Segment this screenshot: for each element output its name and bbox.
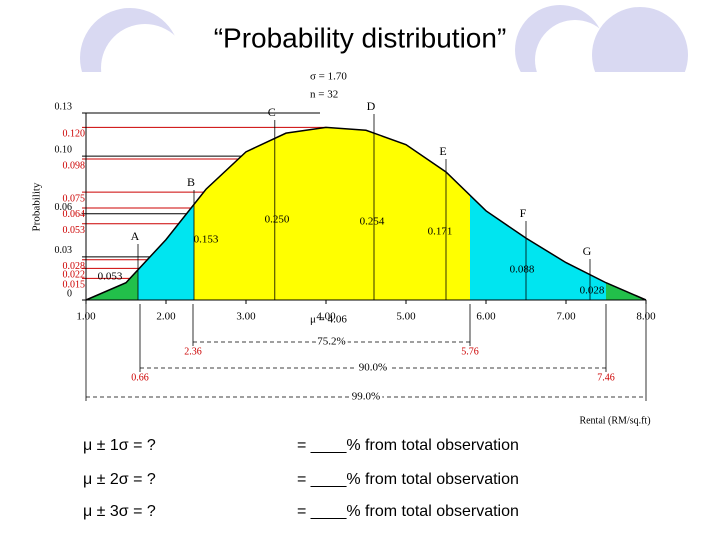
range-from: 0.66 (131, 372, 149, 383)
region-label: 0.171 (428, 226, 453, 238)
y-tick-label: 0.098 (63, 160, 86, 171)
y-tick-label: 0 (67, 288, 72, 299)
region-label: 0.250 (265, 214, 290, 226)
region-label: 0.254 (360, 216, 385, 228)
x-tick-label: 2.00 (156, 311, 176, 323)
x-axis-label: Rental (RM/sq.ft) (579, 415, 650, 426)
x-tick-label: 5.00 (396, 311, 416, 323)
answer: = ____% from total observation (297, 471, 519, 488)
region-label: 0.088 (510, 264, 535, 276)
sigma-label: σ = 1.70 (310, 71, 347, 83)
x-tick-label: 3.00 (236, 311, 256, 323)
region (470, 195, 606, 300)
region (194, 127, 470, 301)
y-tick-label: 0.015 (63, 280, 86, 291)
region-label: 0.153 (194, 234, 219, 246)
y-axis-label: Probability (31, 182, 43, 231)
questions: μ ± 1σ = ? = ____% from total observatio… (83, 437, 519, 520)
range-to: 7.46 (597, 372, 615, 383)
curve (85, 126, 647, 301)
region-label: 0.053 (98, 271, 123, 283)
point-label: E (439, 144, 446, 158)
x-tick-label: 7.00 (556, 311, 576, 323)
region (138, 204, 194, 300)
y-tick-label: 0.064 (63, 209, 86, 220)
y-tick-label: 0.06 (55, 202, 73, 213)
y-tick-label: 0.13 (55, 101, 73, 112)
y-tick-label: 0.053 (63, 225, 86, 236)
plot: 0.13 0.10 0.06 0.03 0 0.120 0.098 0.075 0.064 0.0… (55, 99, 657, 405)
point-label: G (583, 244, 592, 258)
range-from: 2.36 (184, 346, 202, 357)
y-tick-label: 0.03 (55, 245, 73, 256)
range-label: 99.0% (352, 391, 380, 403)
range-label: 90.0% (359, 362, 387, 374)
y-tick-label: 0.120 (63, 129, 86, 140)
range-to: 5.76 (461, 346, 479, 357)
point-label: D (367, 99, 376, 113)
region (86, 269, 138, 300)
mu-label: μ = 4.06 (310, 314, 347, 326)
question: μ ± 3σ = ? (83, 503, 156, 520)
y-tick-label: 0.022 (63, 270, 86, 281)
point-label: F (520, 206, 527, 220)
range-label: 75.2% (317, 336, 345, 348)
y-tick-label: 0.075 (63, 193, 86, 204)
point-label: B (187, 175, 195, 189)
question: μ ± 2σ = ? (83, 471, 156, 488)
y-tick-label: 0.028 (63, 261, 86, 272)
y-tick-label: 0.10 (55, 144, 73, 155)
answer: = ____% from total observation (297, 437, 519, 454)
point-label: A (131, 229, 140, 243)
x-tick-label: 4.00 (316, 311, 336, 323)
x-tick-label: 6.00 (476, 311, 496, 323)
n-label: n = 32 (310, 89, 338, 101)
point-label: C (268, 105, 276, 119)
answer: = ____% from total observation (297, 503, 519, 520)
slide-title: “Probability distribution” (214, 22, 507, 53)
question: μ ± 1σ = ? (83, 437, 156, 454)
region-label: 0.028 (580, 285, 605, 297)
